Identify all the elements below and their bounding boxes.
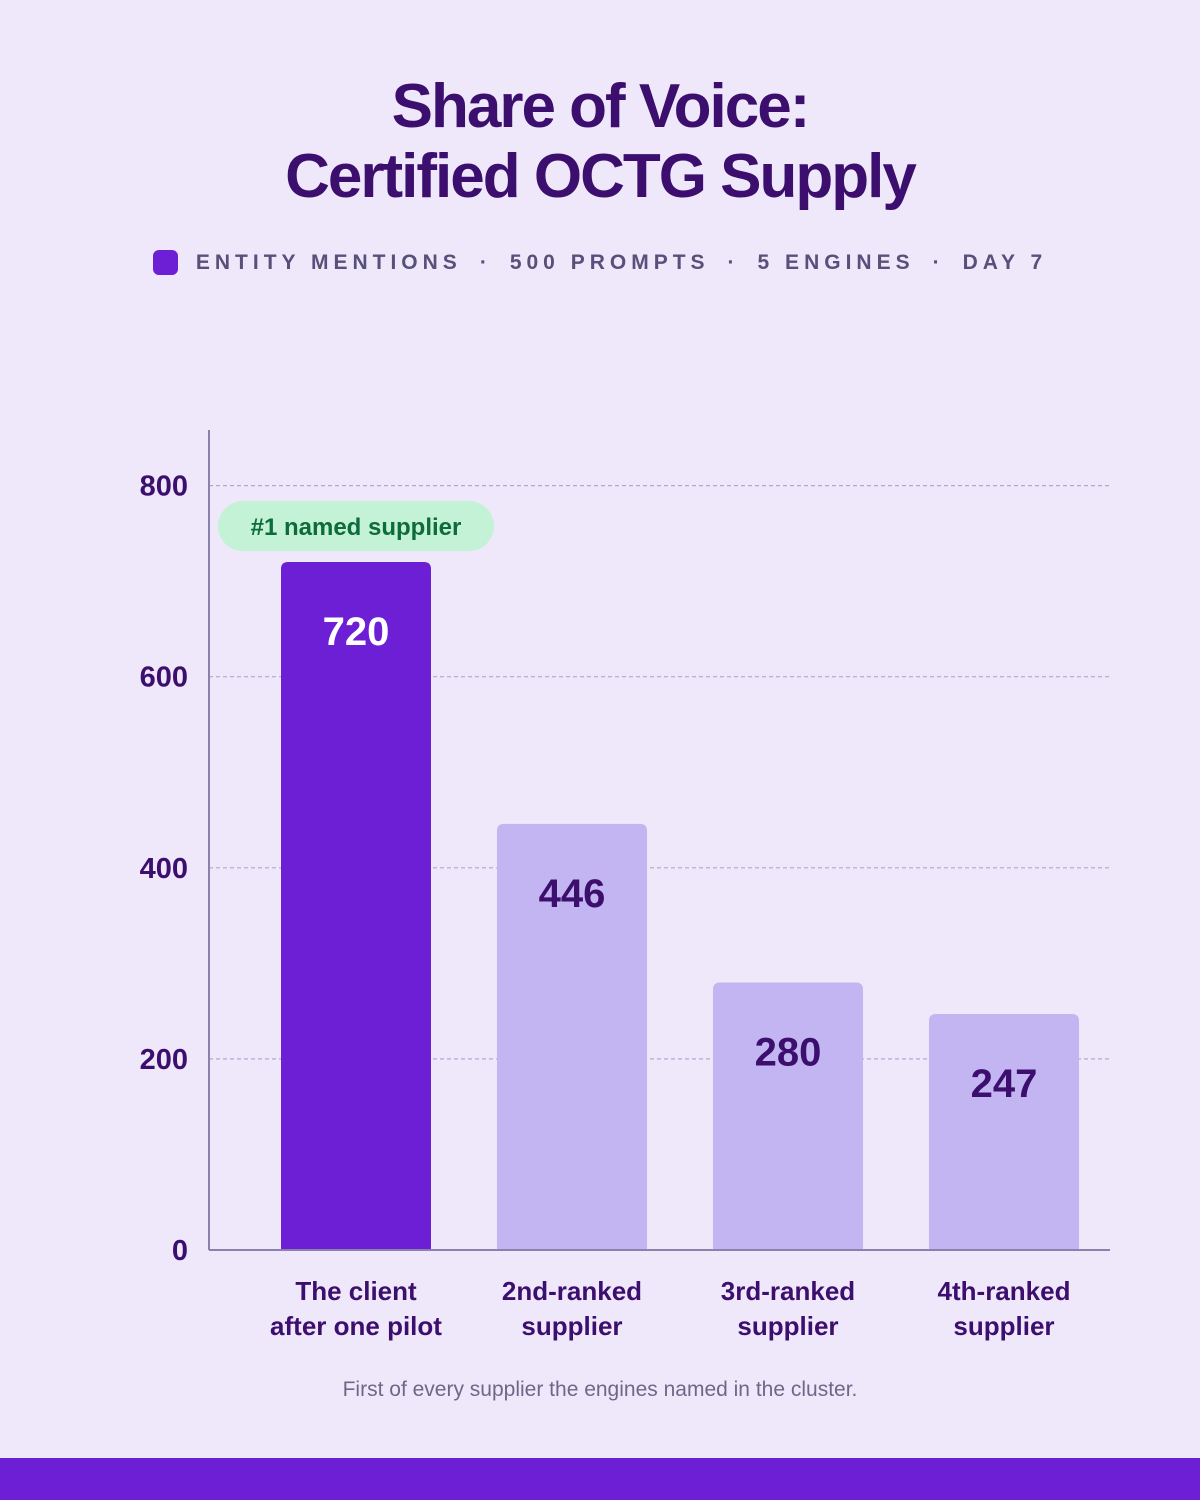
bar [713,982,863,1250]
legend-item-engines: 5 ENGINES [757,250,915,274]
y-tick-label: 200 [140,1044,188,1076]
legend-separator: · [932,250,945,274]
x-category-label: 4th-ranked supplier [938,1276,1071,1341]
legend-item-prompts: 500 PROMPTS [509,250,710,274]
x-category-label-line: 2nd-ranked [502,1276,642,1306]
bar [929,1013,1079,1250]
chart-title-line-1: Share of Voice: [391,72,811,141]
annotation-badge [218,501,494,552]
x-category-label-line: supplier [953,1311,1054,1341]
bar [497,823,647,1250]
y-tick-label: 800 [140,471,188,503]
x-category-label-line: supplier [521,1311,622,1341]
legend-swatch [152,250,178,275]
bar-value-label: 247 [971,1062,1038,1106]
x-category-label-line: after one pilot [270,1311,442,1341]
bar-value-label: 280 [755,1030,822,1074]
x-category-label-line: 4th-ranked [938,1276,1071,1306]
legend-separator: · [479,250,492,274]
y-tick-label: 400 [140,853,188,885]
chart-legend: ENTITY MENTIONS · 500 PROMPTS · 5 ENGINE… [0,250,1200,275]
x-category-label-line: The client [295,1276,417,1306]
chart-title: Share of Voice: Certified OCTG Supply [0,72,1200,212]
legend-separator: · [727,250,740,274]
x-category-label: The client after one pilot [270,1276,442,1341]
bar-value-label: 720 [323,610,390,654]
legend-item-day: DAY 7 [962,250,1048,274]
annotation-badge-label: #1 named supplier [251,514,462,541]
bottom-accent-band [0,1458,1200,1500]
x-category-label-line: 3rd-ranked [721,1276,855,1306]
legend-item-mentions: ENTITY MENTIONS [195,250,462,274]
chart-title-line-2: Certified OCTG Supply [285,142,917,211]
x-category-label-line: supplier [737,1311,838,1341]
bar [281,562,431,1250]
y-tick-label: 600 [140,662,188,694]
bar-value-label: 446 [539,872,606,916]
x-category-label: 3rd-ranked supplier [721,1276,855,1341]
chart-footnote: First of every supplier the engines name… [342,1378,858,1401]
y-tick-label: 0 [172,1235,188,1267]
x-category-label: 2nd-ranked supplier [502,1276,642,1341]
